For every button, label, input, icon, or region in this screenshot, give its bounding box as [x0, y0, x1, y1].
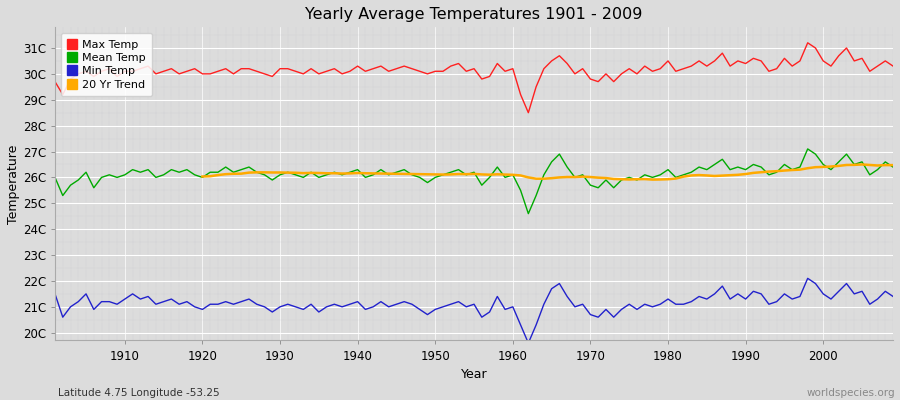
Mean Temp: [500, 175, 510, 180]
20 Yr Trend: [779, 168, 790, 173]
20 Yr Trend: [197, 174, 208, 179]
Max Temp: [50, 79, 60, 84]
Mean Temp: [283, 170, 293, 175]
Y-axis label: Temperature: Temperature: [7, 144, 20, 224]
20 Yr Trend: [857, 162, 868, 167]
Min Temp: [508, 304, 518, 309]
Min Temp: [112, 302, 122, 307]
Mean Temp: [802, 146, 813, 151]
Min Temp: [329, 302, 340, 307]
Min Temp: [500, 307, 510, 312]
Min Temp: [523, 341, 534, 346]
Min Temp: [283, 302, 293, 307]
20 Yr Trend: [887, 163, 898, 168]
Line: Min Temp: Min Temp: [55, 278, 893, 343]
X-axis label: Year: Year: [461, 368, 487, 381]
Mean Temp: [112, 175, 122, 180]
Text: worldspecies.org: worldspecies.org: [807, 388, 896, 398]
Max Temp: [112, 74, 122, 79]
Min Temp: [802, 276, 813, 281]
Mean Temp: [887, 165, 898, 170]
Mean Temp: [508, 172, 518, 177]
Text: Latitude 4.75 Longitude -53.25: Latitude 4.75 Longitude -53.25: [58, 388, 220, 398]
Mean Temp: [608, 185, 619, 190]
Mean Temp: [50, 175, 60, 180]
Max Temp: [608, 79, 619, 84]
Max Temp: [508, 66, 518, 71]
Min Temp: [608, 315, 619, 320]
Title: Yearly Average Temperatures 1901 - 2009: Yearly Average Temperatures 1901 - 2009: [305, 7, 643, 22]
Mean Temp: [523, 211, 534, 216]
20 Yr Trend: [686, 173, 697, 178]
Legend: Max Temp, Mean Temp, Min Temp, 20 Yr Trend: Max Temp, Mean Temp, Min Temp, 20 Yr Tre…: [60, 33, 152, 96]
20 Yr Trend: [872, 163, 883, 168]
20 Yr Trend: [795, 167, 806, 172]
Min Temp: [50, 292, 60, 296]
Min Temp: [887, 294, 898, 299]
20 Yr Trend: [290, 170, 301, 175]
20 Yr Trend: [407, 172, 418, 176]
Mean Temp: [329, 170, 340, 175]
Max Temp: [802, 40, 813, 45]
Line: Max Temp: Max Temp: [55, 43, 893, 113]
Max Temp: [887, 64, 898, 68]
Max Temp: [523, 110, 534, 115]
Max Temp: [329, 66, 340, 71]
Line: 20 Yr Trend: 20 Yr Trend: [202, 164, 893, 180]
Line: Mean Temp: Mean Temp: [55, 149, 893, 214]
20 Yr Trend: [647, 177, 658, 182]
Max Temp: [500, 69, 510, 74]
Max Temp: [283, 66, 293, 71]
